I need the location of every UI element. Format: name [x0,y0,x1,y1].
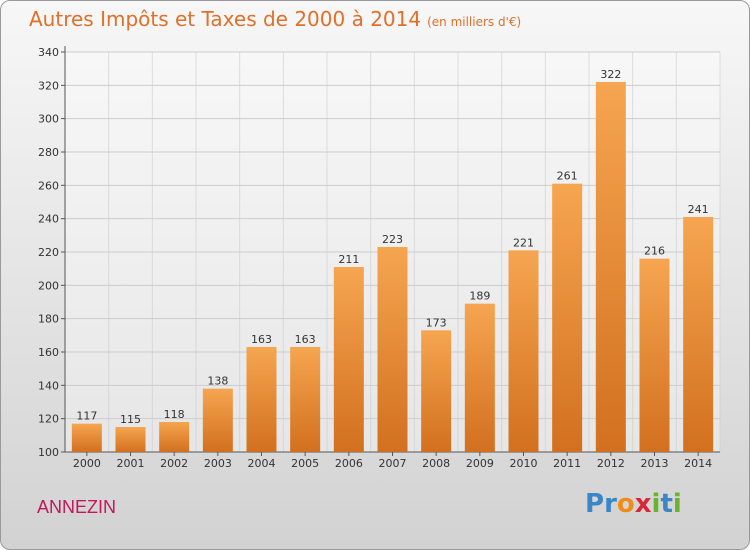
chart-title: Autres Impôts et Taxes de 2000 à 2014 (en… [29,7,521,31]
y-tick-label: 340 [38,46,59,59]
bar-2013 [639,258,670,452]
x-tick-label: 2008 [422,457,450,470]
y-tick-label: 240 [38,213,59,226]
x-tick-label: 2011 [553,457,581,470]
data-label: 189 [469,290,490,303]
data-label: 241 [688,203,709,216]
x-tick-label: 2003 [204,457,232,470]
bars [71,82,714,452]
logo-letter: r [604,489,617,519]
y-tick-label: 220 [38,246,59,259]
data-label: 115 [120,413,141,426]
data-label: 117 [76,410,97,423]
bar-2001 [115,427,146,452]
x-tick-label: 2012 [597,457,625,470]
x-tick-label: 2002 [160,457,188,470]
y-tick-label: 260 [38,179,59,192]
bar-2011 [552,183,583,452]
bar-2003 [202,388,233,452]
x-tick-label: 2005 [291,457,319,470]
y-tick-label: 200 [38,279,59,292]
y-tick-label: 140 [38,379,59,392]
data-label: 322 [600,68,621,81]
title-text: Autres Impôts et Taxes de 2000 à 2014 [29,7,422,31]
bar-2012 [595,82,626,452]
y-tick-label: 160 [38,346,59,359]
x-tick-label: 2006 [335,457,363,470]
bar-2002 [159,422,190,452]
logo-letter: x [634,489,652,519]
data-label: 118 [164,408,185,421]
x-tick-label: 2007 [379,457,407,470]
bar-2000 [71,423,102,452]
y-tick-label: 320 [38,79,59,92]
data-label: 163 [295,333,316,346]
x-tick-label: 2010 [510,457,538,470]
y-tick-label: 300 [38,113,59,126]
bar-2004 [246,347,277,452]
bar-2009 [464,303,495,452]
bar-2007 [377,247,408,452]
logo-letter: i [672,489,682,519]
city-name: ANNEZIN [37,497,117,517]
data-label: 216 [644,245,665,258]
bar-2008 [421,330,452,452]
data-label: 221 [513,236,534,249]
data-label: 223 [382,233,403,246]
bar-2010 [508,250,539,452]
x-tick-label: 2000 [73,457,101,470]
x-tick-label: 2013 [641,457,669,470]
data-label: 261 [557,170,578,183]
data-labels: 117 115 118 138 163 163 211 223 173 189 221 261 322 2… [76,68,708,426]
logo-letter: o [616,489,635,519]
y-tick-label: 120 [38,413,59,426]
y-tick-label: 100 [38,446,59,459]
x-tick-label: 2004 [248,457,276,470]
x-tick-label: 2014 [684,457,712,470]
chart-subtitle: (en milliers d'€) [427,15,522,29]
data-label: 173 [426,316,447,329]
data-label: 163 [251,333,272,346]
logo-letter: t [660,489,673,519]
data-label: 211 [338,253,359,266]
logo-letter: P [585,489,605,519]
x-tick-label: 2009 [466,457,494,470]
y-tick-label: 180 [38,313,59,326]
x-tick-label: 2001 [117,457,145,470]
logo-letter: i [651,489,661,519]
y-tick-label: 280 [38,146,59,159]
proxiti-logo: Proxiti [585,489,682,519]
data-label: 138 [207,375,228,388]
bar-2014 [683,217,714,452]
bar-2006 [333,267,364,452]
bar-2005 [290,347,321,452]
